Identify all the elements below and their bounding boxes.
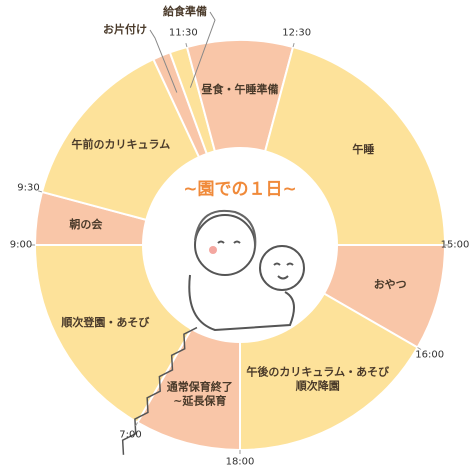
- time-label: 18:00: [226, 457, 255, 468]
- slice-label: 通常保育終了 ~延長保育: [167, 381, 233, 410]
- slice-label: 昼食・午睡準備: [202, 82, 279, 96]
- time-label: 9:00: [10, 240, 32, 251]
- time-label: 16:00: [415, 349, 444, 360]
- slice-label: 午後のカリキュラム・あそび 順次降園: [246, 365, 389, 394]
- slice-label: お片付け: [103, 23, 147, 37]
- slice-label: おやつ: [374, 278, 407, 292]
- slice-label: 午前のカリキュラム: [72, 138, 171, 152]
- time-label: 7:00: [119, 429, 141, 440]
- slice-label: 午睡: [352, 143, 374, 157]
- time-label: 11:30: [169, 28, 198, 39]
- page: ~園での１日~ 順次登園・あそび 朝の会 午前のカリキュラム お片付け 給食準備昼食・午…: [0, 0, 470, 473]
- time-label: 9:30: [17, 183, 39, 194]
- slice-label: 朝の会: [69, 218, 102, 232]
- slice-label: 給食準備: [163, 5, 207, 19]
- chart: [0, 0, 470, 473]
- time-label: 15:00: [441, 240, 470, 251]
- time-label: 12:30: [282, 28, 311, 39]
- slice-label: 順次登園・あそび: [61, 316, 149, 330]
- chart-title: ~園での１日~: [183, 175, 297, 200]
